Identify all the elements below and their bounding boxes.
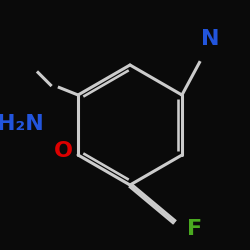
Text: N: N	[201, 29, 219, 49]
Text: O: O	[54, 141, 73, 161]
Text: F: F	[188, 219, 202, 239]
Text: H₂N: H₂N	[0, 114, 44, 134]
